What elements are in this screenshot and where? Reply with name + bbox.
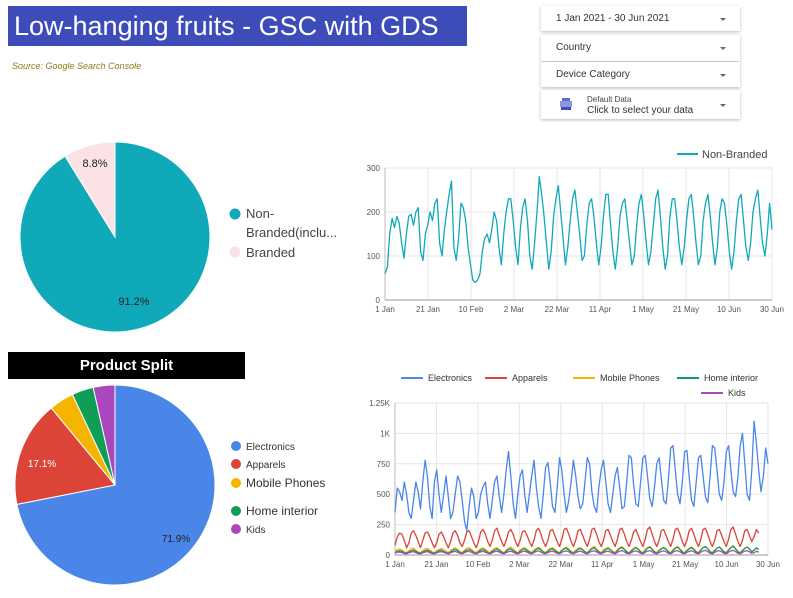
x-tick-label: 21 Jan (416, 305, 440, 314)
x-tick-label: 30 Jun (760, 305, 784, 314)
legend-label: Electronics (428, 373, 473, 383)
y-tick-label: 0 (386, 551, 391, 560)
series-line-kids (394, 549, 759, 555)
x-tick-label: 10 Feb (465, 560, 490, 569)
chevron-down-icon (720, 17, 726, 21)
x-tick-label: 1 May (633, 560, 655, 569)
legend-swatch (229, 246, 241, 258)
x-tick-label: 30 Jun (756, 560, 780, 569)
y-tick-label: 100 (367, 252, 381, 261)
x-tick-label: 22 Mar (545, 305, 570, 314)
legend-label: Home interior (704, 373, 758, 383)
chevron-down-icon (720, 47, 726, 50)
branded-split-pie-chart: 91.2% 8.8% Non- Branded(inclu... Branded (19, 141, 337, 333)
x-tick-label: 1 May (632, 305, 654, 314)
x-tick-label: 21 May (672, 560, 698, 569)
x-tick-label: 10 Jun (715, 560, 739, 569)
x-tick-label: 1 Jan (385, 560, 405, 569)
pie-slice-electronics (16, 384, 216, 586)
series-line-home-interior (394, 545, 760, 554)
legend-label: Non- Branded(inclu... (246, 206, 337, 240)
pie-data-label: 71.9% (162, 534, 190, 545)
x-tick-label: 11 Apr (589, 305, 612, 314)
country-filter-label: Country (556, 42, 592, 53)
series-line-non-branded (384, 176, 773, 284)
y-tick-label: 0 (376, 296, 381, 305)
y-tick-label: 750 (377, 460, 391, 469)
series-line-electronics (394, 420, 769, 532)
y-tick-label: 200 (367, 208, 381, 217)
legend-label: Electronics (246, 442, 295, 453)
data-source-title: Default Data (587, 95, 632, 104)
pie-slice-apparels (14, 407, 116, 505)
legend-label: Apparels (512, 373, 548, 383)
x-tick-label: 22 Mar (548, 560, 573, 569)
pie-slice-kids (92, 384, 116, 486)
product-line-chart: 0 250 500 750 1K 1.25K 1 Jan 21 Jan 10 Feb 2 Mar 2… (369, 373, 780, 569)
pie-data-label: 8.8% (82, 158, 107, 170)
product-split-pie-chart: 71.9% 17.1% Electronics Apparels Mobile Phon… (14, 384, 325, 586)
y-tick-label: 1.25K (369, 399, 391, 408)
legend-label: Kids (728, 388, 746, 398)
legend-swatch (229, 208, 241, 220)
legend-swatch (231, 478, 241, 488)
data-source-icon (560, 98, 572, 110)
legend-swatch (231, 506, 241, 516)
legend-label-line: Branded(inclu... (246, 225, 337, 240)
chevron-down-icon (720, 103, 726, 107)
x-tick-label: 2 Mar (509, 560, 530, 569)
data-source-subtitle: Click to select your data (587, 105, 694, 116)
legend-label: Non-Branded (702, 149, 767, 161)
date-range-label: 1 Jan 2021 - 30 Jun 2021 (556, 13, 670, 24)
x-tick-label: 11 Apr (591, 560, 614, 569)
pie-data-label: 91.2% (118, 296, 149, 308)
legend-label: Apparels (246, 460, 285, 471)
product-split-title: Product Split (8, 352, 245, 379)
legend-label: Branded (246, 245, 295, 260)
legend-swatch (231, 441, 241, 451)
legend-label: Mobile Phones (246, 476, 325, 490)
pie-data-label: 17.1% (28, 459, 56, 470)
x-tick-label: 1 Jan (375, 305, 395, 314)
legend-label: Mobile Phones (600, 373, 660, 383)
y-tick-label: 250 (377, 521, 391, 530)
x-tick-label: 10 Jun (717, 305, 741, 314)
series-line-apparels (394, 526, 760, 549)
non-branded-line-chart: 0 100 200 300 1 Jan 21 Jan 10 Feb 2 Mar 22 Mar 11… (367, 149, 784, 314)
device-category-filter[interactable]: Device Category (541, 62, 740, 87)
legend-swatch (231, 524, 241, 534)
chevron-down-icon (720, 73, 726, 77)
y-tick-label: 300 (367, 164, 381, 173)
device-category-label: Device Category (556, 69, 630, 80)
source-note: Source: Google Search Console (12, 61, 142, 71)
x-tick-label: 21 May (673, 305, 699, 314)
y-tick-label: 500 (377, 490, 391, 499)
legend-swatch (231, 459, 241, 469)
legend-label-line: Non- (246, 206, 274, 221)
date-range-control[interactable]: 1 Jan 2021 - 30 Jun 2021 (541, 6, 740, 31)
x-tick-label: 2 Mar (504, 305, 525, 314)
country-filter[interactable]: Country (541, 35, 740, 61)
report-title: Low-hanging fruits - GSC with GDS (8, 6, 467, 46)
legend-label: Kids (246, 525, 265, 536)
x-tick-label: 10 Feb (459, 305, 484, 314)
pie-slice-branded (64, 141, 116, 239)
y-tick-label: 1K (380, 429, 390, 438)
legend-label: Home interior (246, 504, 318, 518)
data-source-control[interactable]: Default Data Click to select your data (541, 90, 740, 119)
x-tick-label: 21 Jan (424, 560, 448, 569)
